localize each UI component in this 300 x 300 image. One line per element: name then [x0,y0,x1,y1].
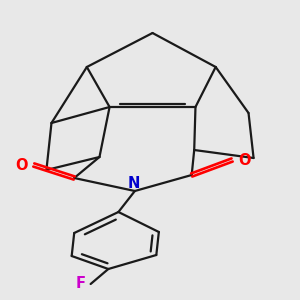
Text: N: N [127,176,140,191]
Text: O: O [238,152,250,167]
Text: O: O [16,158,28,172]
Text: F: F [75,277,85,292]
